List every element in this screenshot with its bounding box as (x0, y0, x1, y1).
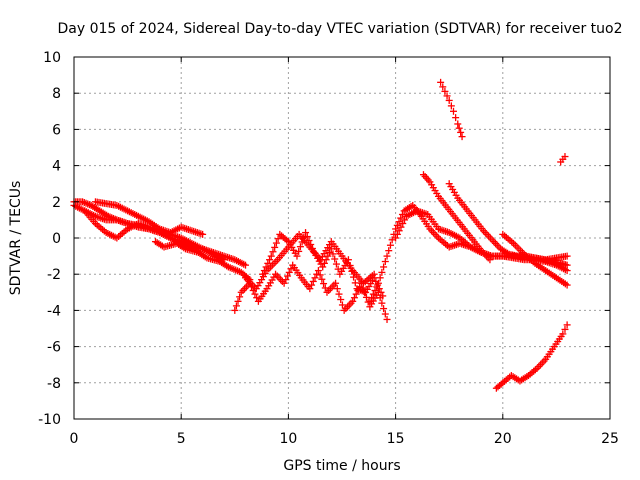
y-axis-label: SDTVAR / TECUs (8, 181, 24, 296)
data-series-arc-13 (437, 78, 466, 141)
axis-ticks: 0 5 10 15 20 25 -10 -8 -6 -4 -2 0 2 4 6 8 10 (38, 50, 619, 447)
data-series-arc-7 (242, 230, 378, 293)
x-tick-label: 0 (70, 431, 79, 447)
y-tick-label: 6 (52, 122, 61, 138)
y-tick-label: 10 (43, 50, 61, 66)
y-tick-label: -10 (38, 412, 61, 428)
x-axis-label: GPS time / hours (283, 458, 400, 474)
y-tick-label: 0 (52, 231, 61, 247)
x-tick-label: 5 (177, 431, 186, 447)
y-tick-label: -2 (47, 267, 61, 283)
y-tick-label: -6 (47, 340, 61, 356)
grid (74, 57, 610, 419)
chart-title: Day 015 of 2024, Sidereal Day-to-day VTE… (57, 21, 622, 37)
y-tick-label: 8 (52, 86, 61, 102)
data-points (70, 78, 571, 392)
x-tick-label: 15 (387, 431, 405, 447)
x-tick-label: 25 (601, 431, 619, 447)
y-tick-label: -8 (47, 376, 61, 392)
x-tick-label: 20 (494, 431, 512, 447)
y-tick-label: 2 (52, 195, 61, 211)
y-tick-label: 4 (52, 159, 61, 175)
data-series-arc-4 (91, 198, 207, 238)
data-series-arc-15 (557, 153, 569, 166)
data-series-arc-8 (259, 229, 387, 300)
data-series-arc-5 (151, 238, 254, 284)
x-tick-label: 10 (279, 431, 297, 447)
data-series-arc-11 (419, 171, 494, 264)
data-series-arc-6 (231, 261, 391, 323)
data-series-arc-12 (445, 180, 571, 269)
y-tick-label: -4 (47, 303, 61, 319)
data-series-arc-9 (366, 201, 571, 305)
data-series-arc-16 (492, 321, 571, 392)
data-series-arc-14 (499, 230, 571, 289)
